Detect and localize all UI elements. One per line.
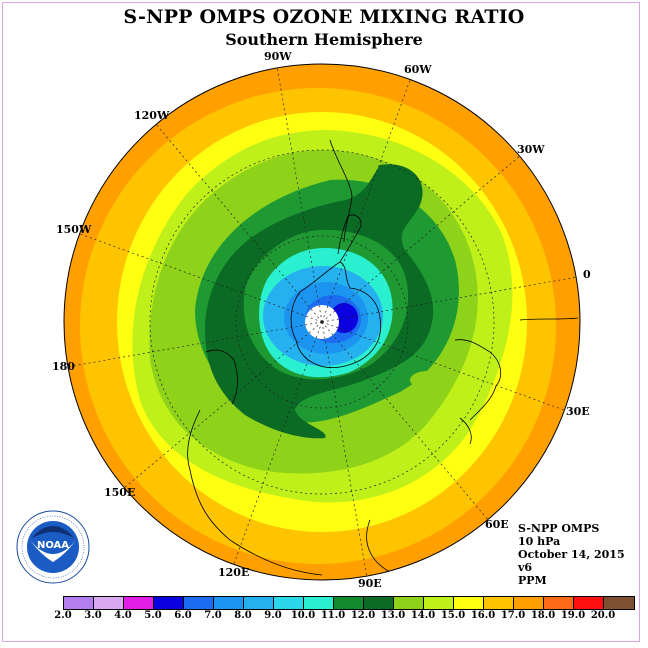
colorbar-tick-label: 18.0 (530, 610, 556, 621)
page-subtitle: Southern Hemisphere (225, 30, 423, 49)
band-light-green-patch (410, 371, 446, 389)
colorbar-segment (604, 597, 634, 609)
colorbar-segment (244, 597, 274, 609)
info-level: 10 hPa (518, 535, 561, 548)
colorbar-tick-label: 3.0 (84, 610, 102, 621)
meridian-line (321, 155, 520, 323)
graticule (149, 149, 495, 495)
meridian-line (321, 321, 368, 577)
meridian-line (321, 276, 577, 323)
colorbar-segment (544, 597, 574, 609)
lon-label-60e: 60E (485, 518, 509, 531)
colorbar-tick-label: 12.0 (350, 610, 376, 621)
meridian-line (124, 321, 323, 489)
colorbar-segment (124, 597, 154, 609)
info-units: PPM (518, 574, 547, 587)
lon-label-150w: 150W (56, 223, 92, 236)
noaa-logo: NOAA (16, 510, 90, 584)
lon-label-30e: 30E (566, 405, 590, 418)
coastlines (187, 139, 579, 576)
lon-label-150e: 150E (104, 486, 136, 499)
page-title: S-NPP OMPS OZONE MIXING RATIO (123, 6, 525, 28)
colorbar-tick-label: 20.0 (590, 610, 616, 621)
colorbar-segment (304, 597, 334, 609)
colorbar-segment (484, 597, 514, 609)
colorbar-tick-label: 11.0 (320, 610, 346, 621)
colorbar-tick-label: 2.0 (54, 610, 72, 621)
info-date: October 14, 2015 (518, 548, 625, 561)
colorbar-segment (214, 597, 244, 609)
colorbar-segment (394, 597, 424, 609)
colorbar-tick-label: 15.0 (440, 610, 466, 621)
lon-label-90e: 90E (358, 577, 382, 590)
colorbar-segment (574, 597, 604, 609)
meridian-line (67, 321, 323, 368)
colorbar-segment (334, 597, 364, 609)
colorbar-segment (424, 597, 454, 609)
colorbar-segment (514, 597, 544, 609)
colorbar-tick-label: 19.0 (560, 610, 586, 621)
colorbar-tick-label: 9.0 (264, 610, 282, 621)
colorbar-tick-label: 13.0 (380, 610, 406, 621)
colorbar-tick-label: 6.0 (174, 610, 192, 621)
data-info: S-NPP OMPS 10 hPa October 14, 2015 v6 PP… (518, 522, 625, 587)
lon-label-120w: 120W (134, 109, 170, 122)
colorbar-tick-label: 14.0 (410, 610, 436, 621)
lon-label-30w: 30W (517, 143, 545, 156)
colorbar-tick-label: 16.0 (470, 610, 496, 621)
colorbar-segment (184, 597, 214, 609)
lon-label-60w: 60W (404, 63, 432, 76)
info-instrument: S-NPP OMPS (518, 522, 600, 535)
colorbar-tick-label: 7.0 (204, 610, 222, 621)
meridian-line (276, 67, 323, 323)
colorbar-segment (94, 597, 124, 609)
colorbar-segment (274, 597, 304, 609)
colorbar-tick-label: 17.0 (500, 610, 526, 621)
figure-frame (2, 2, 640, 642)
meridians (67, 67, 577, 577)
colorbar-segment (64, 597, 94, 609)
lon-label-180: 180 (52, 360, 75, 373)
colorbar-tick-label: 5.0 (144, 610, 162, 621)
meridian-line (321, 321, 489, 520)
meridian-line (155, 124, 323, 323)
lon-label-0: 0 (583, 268, 591, 281)
lon-label-120e: 120E (218, 566, 250, 579)
colorbar-tick-label: 8.0 (234, 610, 252, 621)
noaa-logo-text: NOAA (37, 540, 69, 551)
colorbar-segment (154, 597, 184, 609)
colorbar (63, 596, 635, 610)
colorbar-tick-label: 10.0 (290, 610, 316, 621)
colorbar-tick-label: 4.0 (114, 610, 132, 621)
colorbar-segment (364, 597, 394, 609)
colorbar-segment (454, 597, 484, 609)
map-boundary (63, 63, 581, 581)
lon-label-90w: 90W (264, 50, 292, 63)
info-version: v6 (518, 561, 533, 574)
